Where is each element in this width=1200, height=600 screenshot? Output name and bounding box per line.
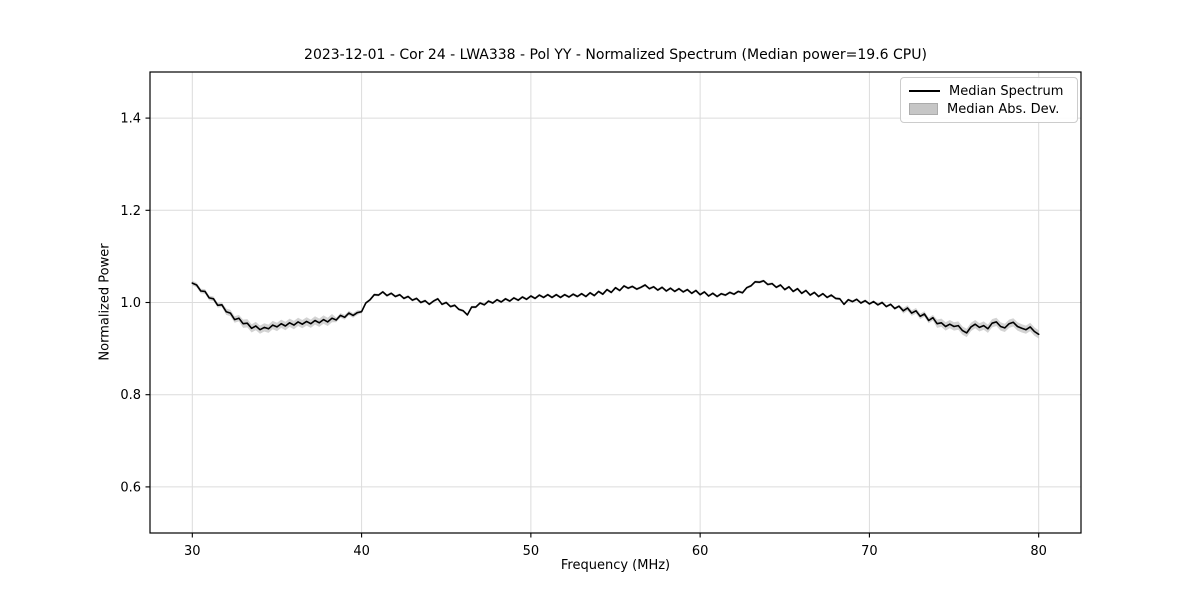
- legend: Median Spectrum Median Abs. Dev.: [900, 77, 1078, 123]
- legend-entry-median-abs-dev: Median Abs. Dev.: [909, 101, 1069, 117]
- legend-line-swatch-icon: [909, 90, 940, 92]
- y-tick-label: 1.2: [120, 204, 141, 219]
- y-tick-label: 1.0: [120, 296, 141, 311]
- legend-patch-swatch-icon: [909, 103, 938, 115]
- x-tick-label: 30: [184, 544, 201, 559]
- y-tick-label: 1.4: [120, 112, 141, 127]
- x-tick-label: 70: [861, 544, 878, 559]
- x-tick-label: 60: [692, 544, 709, 559]
- x-tick-label: 40: [353, 544, 370, 559]
- legend-entry-median-spectrum: Median Spectrum: [909, 83, 1069, 99]
- x-tick-label: 50: [523, 544, 540, 559]
- legend-label-median-spectrum: Median Spectrum: [949, 83, 1064, 99]
- chart-title: 2023-12-01 - Cor 24 - LWA338 - Pol YY - …: [304, 47, 927, 63]
- legend-label-median-abs-dev: Median Abs. Dev.: [947, 101, 1060, 117]
- y-tick-label: 0.6: [120, 480, 141, 495]
- spectrum-line: [191, 279, 1040, 336]
- x-tick-label: 80: [1030, 544, 1047, 559]
- y-axis-label: Normalized Power: [97, 243, 113, 361]
- x-axis-label: Frequency (MHz): [560, 558, 671, 573]
- y-tick-label: 0.8: [120, 388, 141, 403]
- plot-frame: [149, 71, 1082, 534]
